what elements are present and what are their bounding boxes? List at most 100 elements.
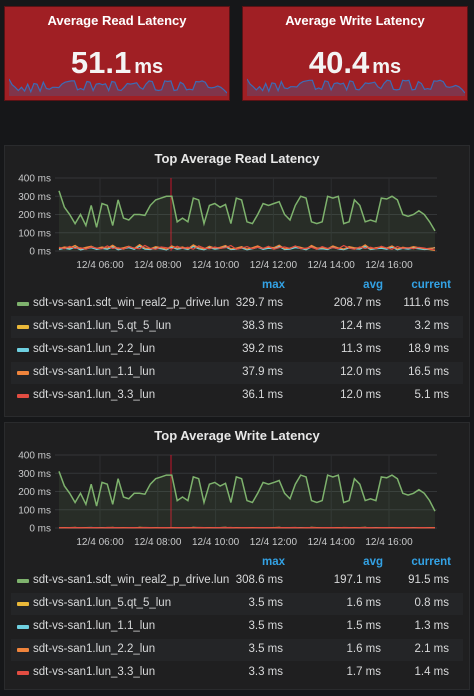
x-tick-label: 12/4 12:00 bbox=[250, 537, 298, 548]
y-tick-label: 400 ms bbox=[18, 174, 51, 185]
legend-row[interactable]: sdt-vs-san1.lun_5.qt_5_lun 38.3 ms 12.4 ms… bbox=[11, 316, 463, 338]
legend-header: max avg current bbox=[5, 279, 471, 297]
series-avg-value: 1.6 ms bbox=[346, 597, 381, 609]
legend-header-max[interactable]: max bbox=[261, 279, 285, 291]
series-max-value: 38.3 ms bbox=[242, 320, 283, 332]
series-current-value: 18.9 ms bbox=[408, 343, 449, 355]
series-max-value: 36.1 ms bbox=[242, 389, 283, 401]
write-sparkline bbox=[247, 78, 465, 96]
series-color-swatch[interactable] bbox=[17, 671, 29, 675]
stat-title: Average Read Latency bbox=[47, 13, 187, 28]
series-color-swatch[interactable] bbox=[17, 394, 29, 398]
sparkline-line bbox=[9, 78, 227, 94]
series-avg-value: 1.5 ms bbox=[346, 620, 381, 632]
series-current-value: 91.5 ms bbox=[408, 574, 449, 586]
legend-row[interactable]: sdt-vs-san1.lun_2.2_lun 3.5 ms 1.6 ms 2.1 m… bbox=[11, 639, 463, 661]
legend-row[interactable]: sdt-vs-san1.sdt_win_real2_p_drive.lun 329… bbox=[11, 293, 463, 315]
series-avg-value: 1.6 ms bbox=[346, 643, 381, 655]
series-line-4 bbox=[58, 244, 436, 251]
legend-header-avg[interactable]: avg bbox=[363, 556, 383, 568]
stat-value: 51.1 ms bbox=[70, 45, 164, 80]
series-max-value: 3.5 ms bbox=[248, 597, 283, 609]
series-max-value: 37.9 ms bbox=[242, 366, 283, 378]
legend-header-current[interactable]: current bbox=[411, 556, 451, 568]
x-tick-label: 12/4 16:00 bbox=[365, 260, 413, 271]
x-tick-label: 12/4 10:00 bbox=[192, 260, 240, 271]
read-sparkline bbox=[9, 78, 227, 96]
sparkline-line bbox=[247, 78, 465, 94]
series-max-value: 3.5 ms bbox=[248, 620, 283, 632]
series-current-value: 1.4 ms bbox=[414, 666, 449, 678]
legend-row[interactable]: sdt-vs-san1.lun_3.3_lun 36.1 ms 12.0 ms 5.1… bbox=[11, 385, 463, 407]
legend-header-avg[interactable]: avg bbox=[363, 279, 383, 291]
series-avg-value: 1.7 ms bbox=[346, 666, 381, 678]
series-color-swatch[interactable] bbox=[17, 371, 29, 375]
x-tick-label: 12/4 08:00 bbox=[134, 260, 182, 271]
series-current-value: 2.1 ms bbox=[414, 643, 449, 655]
x-tick-label: 12/4 06:00 bbox=[76, 260, 124, 271]
legend-header-current[interactable]: current bbox=[411, 279, 451, 291]
legend-header-max[interactable]: max bbox=[261, 556, 285, 568]
series-current-value: 5.1 ms bbox=[414, 389, 449, 401]
series-current-value: 1.3 ms bbox=[414, 620, 449, 632]
series-name[interactable]: sdt-vs-san1.lun_3.3_lun bbox=[33, 666, 156, 678]
series-max-value: 308.6 ms bbox=[235, 574, 283, 586]
legend-row[interactable]: sdt-vs-san1.lun_1.1_lun 37.9 ms 12.0 ms 16.… bbox=[11, 362, 463, 384]
panel-title: Top Average Write Latency bbox=[154, 428, 320, 443]
series-color-swatch[interactable] bbox=[17, 625, 29, 629]
series-line-0 bbox=[58, 190, 436, 232]
write-latency-chart[interactable]: 400 ms 300 ms 200 ms 100 ms 0 ms 12/4 06:00 12… bbox=[5, 445, 471, 553]
series-name[interactable]: sdt-vs-san1.lun_2.2_lun bbox=[33, 343, 156, 355]
series-avg-value: 197.1 ms bbox=[333, 574, 381, 586]
x-tick-label: 12/4 14:00 bbox=[308, 537, 356, 548]
series-area bbox=[59, 190, 435, 251]
series-color-swatch[interactable] bbox=[17, 302, 29, 306]
series-name[interactable]: sdt-vs-san1.sdt_win_real2_p_drive.lun bbox=[33, 297, 230, 309]
series-color-swatch[interactable] bbox=[17, 325, 29, 329]
series-name[interactable]: sdt-vs-san1.lun_1.1_lun bbox=[33, 366, 156, 378]
x-tick-label: 12/4 10:00 bbox=[192, 537, 240, 548]
write-latency-graph-panel[interactable]: Top Average Write Latency 400 ms 300 ms 20… bbox=[4, 422, 470, 690]
series-name[interactable]: sdt-vs-san1.lun_5.qt_5_lun bbox=[33, 597, 172, 609]
stat-title: Average Write Latency bbox=[285, 13, 425, 28]
series-line-3 bbox=[58, 243, 436, 250]
series-name[interactable]: sdt-vs-san1.sdt_win_real2_p_drive.lun bbox=[33, 574, 230, 586]
series-current-value: 16.5 ms bbox=[408, 366, 449, 378]
series-color-swatch[interactable] bbox=[17, 648, 29, 652]
series-max-value: 329.7 ms bbox=[235, 297, 283, 309]
series-name[interactable]: sdt-vs-san1.lun_2.2_lun bbox=[33, 643, 156, 655]
write-latency-stat-panel[interactable]: Average Write Latency 40.4 ms bbox=[242, 6, 468, 101]
series-current-value: 3.2 ms bbox=[414, 320, 449, 332]
series-max-value: 39.2 ms bbox=[242, 343, 283, 355]
read-latency-chart[interactable]: 400 ms 300 ms 200 ms 100 ms 0 ms 12/4 06:00 12… bbox=[5, 168, 471, 276]
y-tick-label: 100 ms bbox=[18, 228, 51, 239]
series-avg-value: 208.7 ms bbox=[333, 297, 381, 309]
stat-value: 40.4 ms bbox=[308, 45, 402, 80]
read-latency-graph-panel[interactable]: Top Average Read Latency 400 ms 300 ms 200… bbox=[4, 145, 470, 417]
read-latency-stat-panel[interactable]: Average Read Latency 51.1 ms bbox=[4, 6, 230, 101]
read-latency-legend: max avg current sdt-vs-san1.sdt_win_real2_p… bbox=[5, 279, 471, 401]
legend-row[interactable]: sdt-vs-san1.lun_2.2_lun 39.2 ms 11.3 ms 18.… bbox=[11, 339, 463, 361]
series-avg-value: 12.0 ms bbox=[340, 366, 381, 378]
series-color-swatch[interactable] bbox=[17, 602, 29, 606]
series-current-value: 0.8 ms bbox=[414, 597, 449, 609]
sparkline-fill bbox=[247, 79, 465, 96]
legend-row[interactable]: sdt-vs-san1.lun_5.qt_5_lun 3.5 ms 1.6 ms 0.… bbox=[11, 593, 463, 615]
series-area bbox=[59, 471, 435, 528]
series-name[interactable]: sdt-vs-san1.lun_5.qt_5_lun bbox=[33, 320, 172, 332]
series-color-swatch[interactable] bbox=[17, 348, 29, 352]
series-name[interactable]: sdt-vs-san1.lun_3.3_lun bbox=[33, 389, 156, 401]
panel-title: Top Average Read Latency bbox=[154, 151, 320, 166]
series-line-0 bbox=[58, 471, 436, 512]
series-color-swatch[interactable] bbox=[17, 579, 29, 583]
x-tick-label: 12/4 08:00 bbox=[134, 537, 182, 548]
x-tick-label: 12/4 12:00 bbox=[250, 260, 298, 271]
series-avg-value: 11.3 ms bbox=[340, 343, 381, 355]
y-tick-label: 200 ms bbox=[18, 210, 51, 221]
write-latency-legend: max avg current sdt-vs-san1.sdt_win_real2_p… bbox=[5, 556, 471, 678]
legend-row[interactable]: sdt-vs-san1.sdt_win_real2_p_drive.lun 308… bbox=[11, 570, 463, 592]
series-name[interactable]: sdt-vs-san1.lun_1.1_lun bbox=[33, 620, 156, 632]
legend-row[interactable]: sdt-vs-san1.lun_3.3_lun 3.3 ms 1.7 ms 1.4 m… bbox=[11, 662, 463, 684]
legend-row[interactable]: sdt-vs-san1.lun_1.1_lun 3.5 ms 1.5 ms 1.3 m… bbox=[11, 616, 463, 638]
y-tick-label: 300 ms bbox=[18, 192, 51, 203]
